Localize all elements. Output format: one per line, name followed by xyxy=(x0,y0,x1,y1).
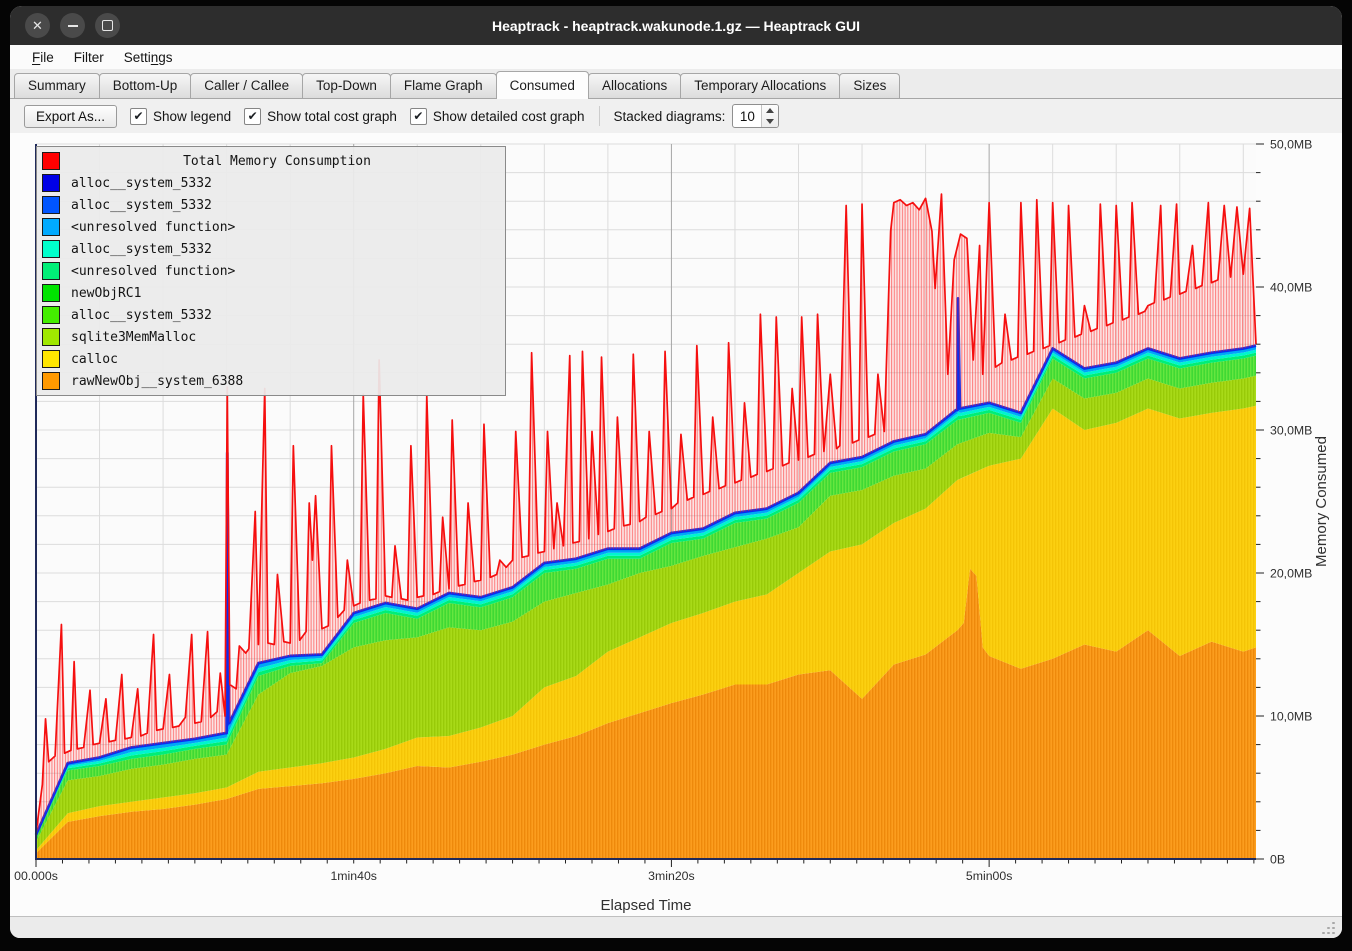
legend-swatch-icon xyxy=(42,174,60,192)
legend-swatch-icon xyxy=(42,152,60,170)
legend-swatch-icon xyxy=(42,350,60,368)
tab-bar: SummaryBottom-UpCaller / CalleeTop-DownF… xyxy=(10,69,1342,98)
tab-allocations[interactable]: Allocations xyxy=(588,73,681,98)
tab-temporary-allocations[interactable]: Temporary Allocations xyxy=(680,73,840,98)
spinbox-value[interactable]: 10 xyxy=(733,105,761,127)
export-as-button[interactable]: Export As... xyxy=(24,105,117,128)
tab-top-down[interactable]: Top-Down xyxy=(302,73,391,98)
legend-item: alloc__system_5332 xyxy=(37,194,505,216)
chart-legend: Total Memory Consumption alloc__system_53… xyxy=(36,146,506,396)
tab-sizes[interactable]: Sizes xyxy=(839,73,900,98)
tab-content-pane: Export As... ✔ Show legend ✔ Show total cos… xyxy=(10,98,1342,917)
menu-filter[interactable]: Filter xyxy=(64,48,114,67)
legend-label: alloc__system_5332 xyxy=(71,242,212,257)
checkmark-icon: ✔ xyxy=(130,108,147,125)
resize-grip[interactable] xyxy=(1322,920,1336,934)
window-footer xyxy=(10,917,1342,938)
checkmark-icon: ✔ xyxy=(244,108,261,125)
legend-title-row: Total Memory Consumption xyxy=(37,150,505,172)
legend-swatch-icon xyxy=(42,240,60,258)
y-tick-label: 50,0MB xyxy=(1270,138,1312,152)
tab-summary[interactable]: Summary xyxy=(14,73,100,98)
legend-swatch-icon xyxy=(42,218,60,236)
legend-item: <unresolved function> xyxy=(37,216,505,238)
menu-settings[interactable]: Settings xyxy=(114,48,183,67)
legend-label: sqlite3MemMalloc xyxy=(71,330,196,345)
checkbox-label: Show detailed cost graph xyxy=(433,109,585,124)
checkbox-show-total-cost-graph[interactable]: ✔ Show total cost graph xyxy=(244,108,397,125)
titlebar[interactable]: ✕ Heaptrack - heaptrack.wakunode.1.gz — … xyxy=(10,6,1342,45)
legend-label: Total Memory Consumption xyxy=(71,154,483,169)
y-tick-label: 0B xyxy=(1270,853,1285,867)
legend-label: alloc__system_5332 xyxy=(71,308,212,323)
legend-swatch-icon xyxy=(42,196,60,214)
legend-swatch-icon xyxy=(42,372,60,390)
stacked-diagrams-label: Stacked diagrams: xyxy=(614,109,726,124)
legend-swatch-icon xyxy=(42,284,60,302)
x-tick-label: 1min40s xyxy=(330,869,376,883)
consumed-chart[interactable]: 00.000s 1min40s 3min20s 5min00s Elapsed Time… xyxy=(10,133,1342,916)
y-tick-label: 10,0MB xyxy=(1270,710,1312,724)
x-tick-label: 00.000s xyxy=(14,869,58,883)
checkmark-icon: ✔ xyxy=(410,108,427,125)
legend-swatch-icon xyxy=(42,306,60,324)
tab-bottom-up[interactable]: Bottom-Up xyxy=(99,73,192,98)
toolbar-separator xyxy=(599,106,600,126)
stacked-diagrams-spinbox[interactable]: 10 xyxy=(732,104,779,128)
legend-label: alloc__system_5332 xyxy=(71,176,212,191)
app-window: ✕ Heaptrack - heaptrack.wakunode.1.gz — … xyxy=(10,6,1342,938)
y-tick-label: 20,0MB xyxy=(1270,567,1312,581)
spinbox-up-button[interactable] xyxy=(762,105,778,116)
legend-label: <unresolved function> xyxy=(71,264,235,279)
tab-consumed[interactable]: Consumed xyxy=(496,71,589,99)
chevron-down-icon xyxy=(766,119,774,124)
window-title: Heaptrack - heaptrack.wakunode.1.gz — He… xyxy=(10,6,1342,45)
menubar: FileFilterSettings xyxy=(10,45,1342,69)
legend-item: rawNewObj__system_6388 xyxy=(37,370,505,392)
checkbox-show-legend[interactable]: ✔ Show legend xyxy=(130,108,231,125)
checkbox-label: Show total cost graph xyxy=(267,109,397,124)
y-axis-title: Memory Consumed xyxy=(1313,436,1330,567)
legend-item: <unresolved function> xyxy=(37,260,505,282)
x-tick-label: 3min20s xyxy=(648,869,694,883)
legend-label: rawNewObj__system_6388 xyxy=(71,374,243,389)
y-tick-label: 30,0MB xyxy=(1270,424,1312,438)
legend-item: sqlite3MemMalloc xyxy=(37,326,505,348)
legend-label: <unresolved function> xyxy=(71,220,235,235)
legend-label: alloc__system_5332 xyxy=(71,198,212,213)
spinbox-down-button[interactable] xyxy=(762,116,778,127)
checkbox-label: Show legend xyxy=(153,109,231,124)
legend-item: alloc__system_5332 xyxy=(37,238,505,260)
legend-item: alloc__system_5332 xyxy=(37,304,505,326)
menu-file[interactable]: File xyxy=(22,48,64,67)
legend-label: calloc xyxy=(71,352,118,367)
legend-item: newObjRC1 xyxy=(37,282,505,304)
legend-label: newObjRC1 xyxy=(71,286,141,301)
checkbox-show-detailed-cost-graph[interactable]: ✔ Show detailed cost graph xyxy=(410,108,585,125)
legend-swatch-icon xyxy=(42,328,60,346)
legend-item: calloc xyxy=(37,348,505,370)
toolbar: Export As... ✔ Show legend ✔ Show total cos… xyxy=(10,99,1342,133)
x-axis-title: Elapsed Time xyxy=(601,897,692,914)
y-tick-label: 40,0MB xyxy=(1270,281,1312,295)
chevron-up-icon xyxy=(766,108,774,113)
legend-swatch-icon xyxy=(42,262,60,280)
tab-caller-callee[interactable]: Caller / Callee xyxy=(190,73,303,98)
legend-item: alloc__system_5332 xyxy=(37,172,505,194)
x-tick-label: 5min00s xyxy=(966,869,1012,883)
tab-flame-graph[interactable]: Flame Graph xyxy=(390,73,497,98)
spinbox-arrows xyxy=(761,105,778,127)
